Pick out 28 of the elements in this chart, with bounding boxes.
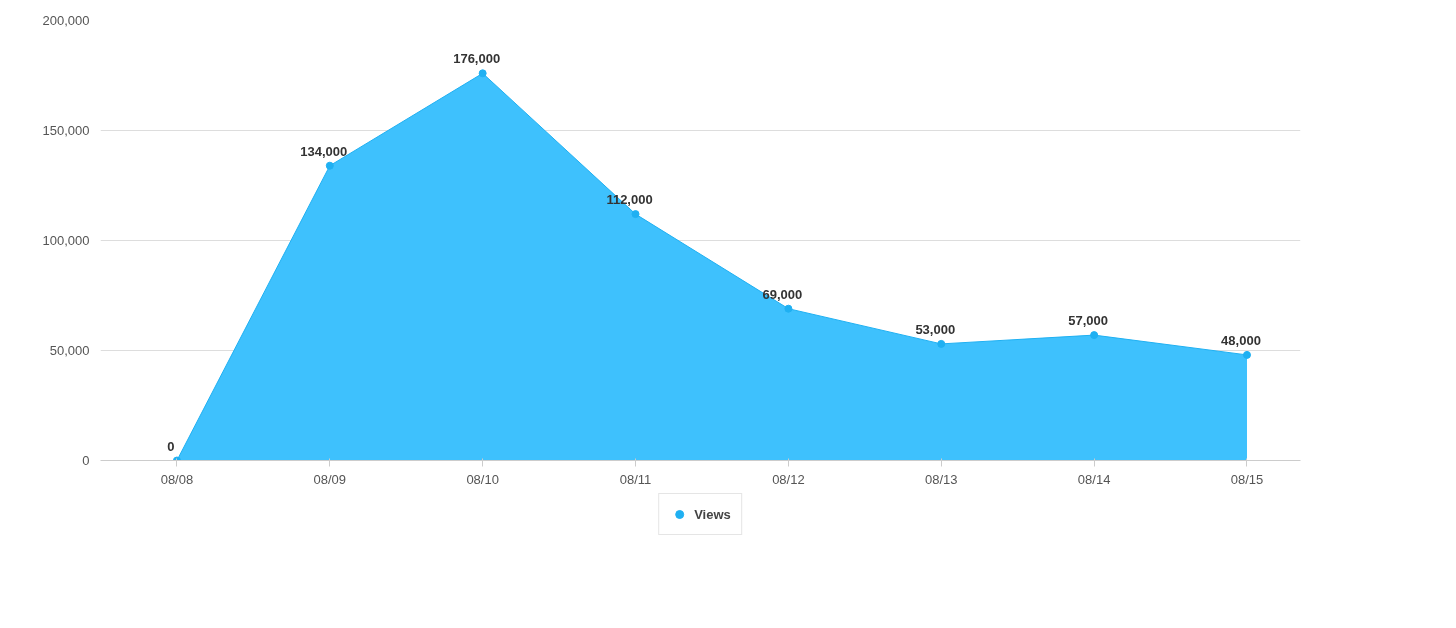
y-tick-label: 50,000 bbox=[49, 343, 90, 358]
data-label: 57,000 bbox=[1068, 313, 1109, 329]
x-tick-label: 08/14 bbox=[1077, 471, 1111, 487]
data-label: 53,000 bbox=[915, 321, 956, 337]
point bbox=[1090, 331, 1099, 340]
data-label: 0 bbox=[167, 438, 175, 454]
x-tick-label: 08/13 bbox=[925, 471, 958, 487]
y-tick-label: 200,000 bbox=[42, 13, 90, 28]
x-tick-label: 08/10 bbox=[466, 471, 499, 487]
x-tick-label: 08/08 bbox=[160, 471, 194, 487]
point bbox=[1243, 350, 1251, 359]
point bbox=[325, 161, 334, 170]
data-label: 69,000 bbox=[762, 286, 803, 302]
point bbox=[478, 69, 487, 78]
point bbox=[631, 210, 640, 219]
x-tick-label: 08/15 bbox=[1230, 471, 1264, 487]
data-label: 176,000 bbox=[453, 51, 501, 67]
data-label: 48,000 bbox=[1221, 332, 1261, 348]
x-tick-label: 08/11 bbox=[619, 471, 652, 487]
data-label: 134,000 bbox=[300, 143, 348, 159]
legend-label: Views bbox=[694, 506, 731, 522]
point bbox=[937, 339, 946, 348]
y-tick-label: 0 bbox=[82, 453, 90, 468]
y-tick-label: 100,000 bbox=[42, 233, 90, 248]
y-tick-label: 150,000 bbox=[42, 123, 90, 138]
x-tick-label: 08/09 bbox=[313, 471, 347, 487]
point bbox=[784, 304, 793, 313]
x-tick-label: 08/12 bbox=[772, 471, 805, 487]
